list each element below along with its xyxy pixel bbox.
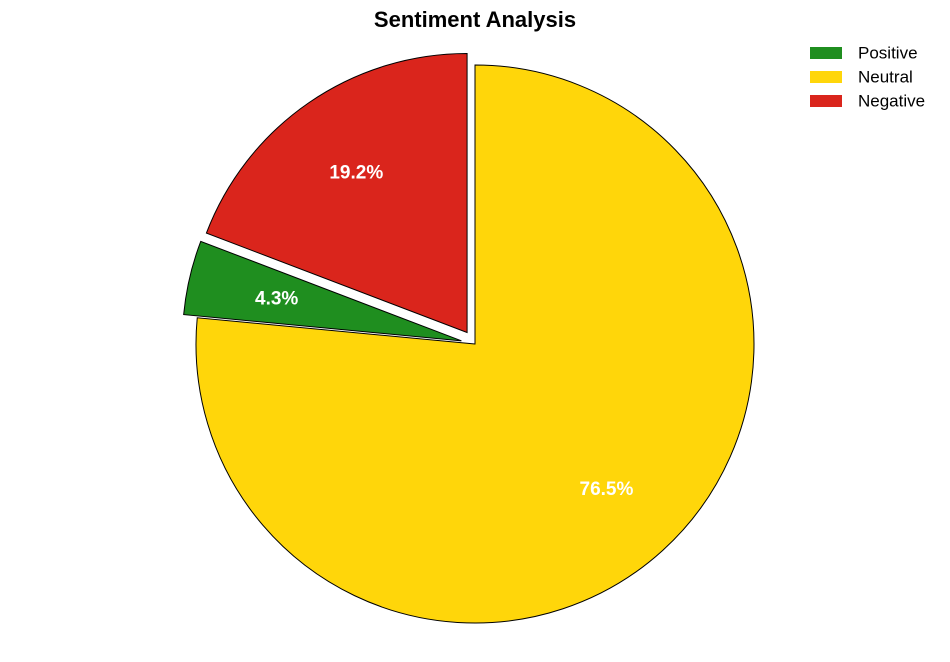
chart-title: Sentiment Analysis xyxy=(374,7,576,32)
slice-label-neutral: 76.5% xyxy=(580,479,634,500)
legend-swatch-neutral xyxy=(810,71,842,83)
legend: Positive Neutral Negative xyxy=(810,43,925,110)
slice-label-negative: 19.2% xyxy=(329,162,383,183)
legend-swatch-negative xyxy=(810,95,842,107)
pie-slices xyxy=(184,54,754,623)
legend-label-neutral: Neutral xyxy=(858,67,913,86)
slice-label-positive: 4.3% xyxy=(255,288,298,309)
legend-row-neutral: Neutral xyxy=(810,67,913,86)
legend-swatch-positive xyxy=(810,47,842,59)
sentiment-pie-chart: Sentiment Analysis 19.2% 4.3% 76.5% Positive… xyxy=(0,0,950,662)
legend-row-negative: Negative xyxy=(810,91,925,110)
legend-row-positive: Positive xyxy=(810,43,918,62)
legend-label-negative: Negative xyxy=(858,91,925,110)
legend-label-positive: Positive xyxy=(858,43,918,62)
